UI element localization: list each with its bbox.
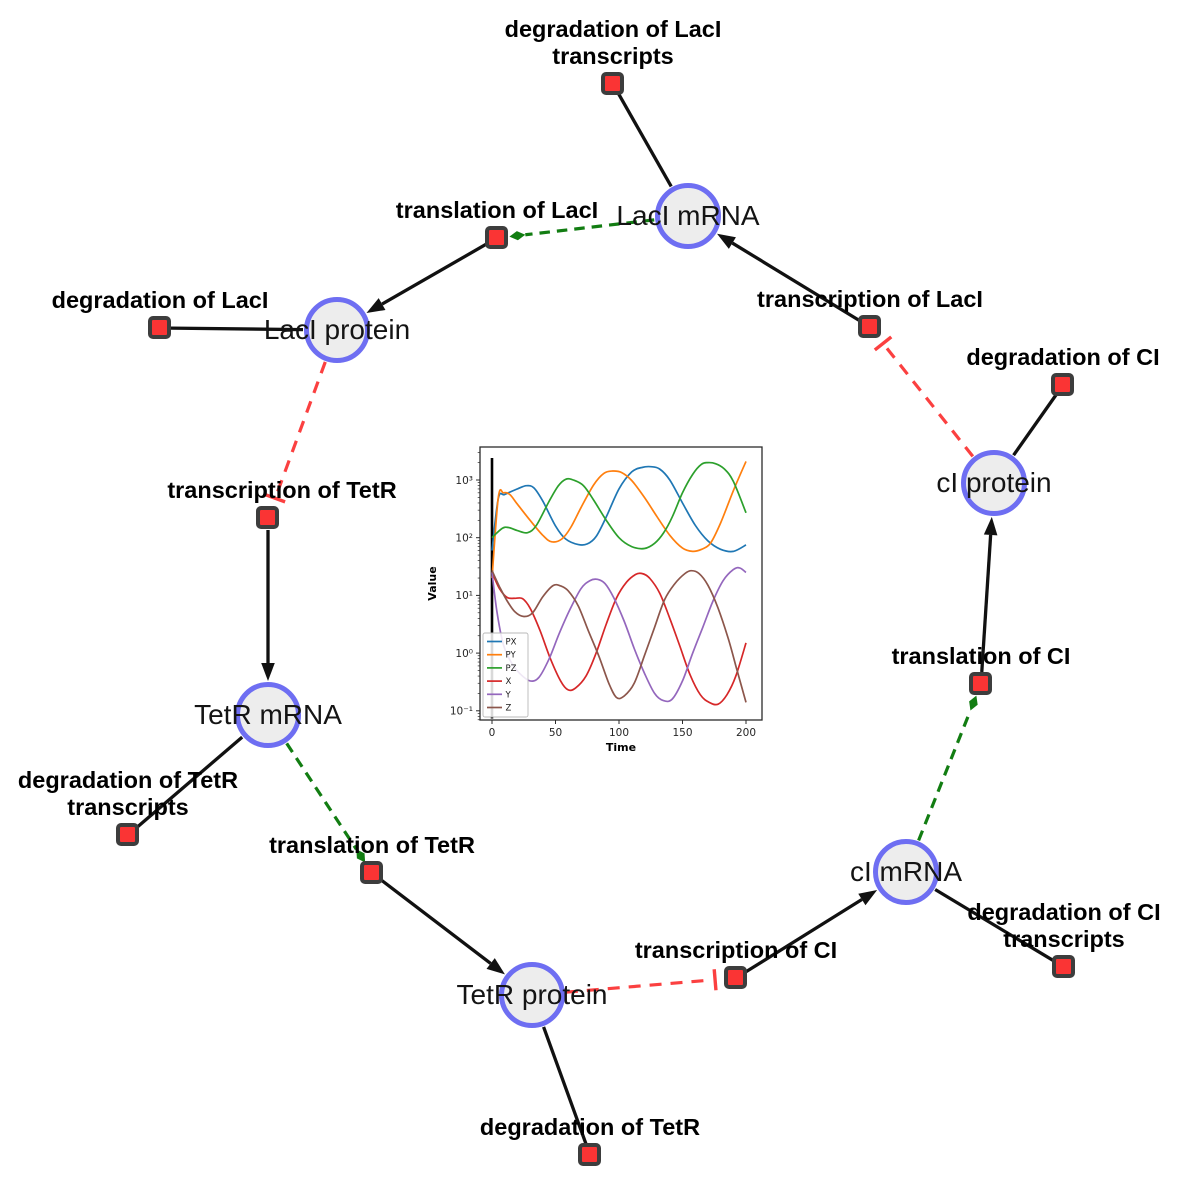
reaction-label-deg_ci_tx: degradation of CI transcripts: [967, 899, 1161, 952]
reaction-node-deg_laci[interactable]: [148, 316, 171, 339]
legend-label-PZ: PZ: [506, 664, 517, 674]
y-tick-label: 10²: [455, 533, 473, 545]
series-PZ: [491, 461, 747, 550]
edge-laci_mrna-deg_laci_tx: [616, 92, 673, 188]
edge-txn_laci-laci_mrna: [717, 233, 861, 323]
reaction-label-transl_ci: translation of CI: [891, 643, 1071, 669]
x-axis-label: Time: [606, 741, 636, 754]
x-tick-label: 200: [736, 727, 756, 739]
arrowhead-icon: [366, 298, 386, 314]
timecourse-inset: 10⁻¹ 10⁰ 10¹ 10² 10³ 0 50 100 150 200 Time Value PX P…: [426, 437, 776, 759]
edge-tetr_mrna-transl_tetr: [285, 742, 366, 863]
edge-transl_ci-ci_protein: [980, 516, 998, 673]
edge-tetr_mrna-deg_tetr_tx: [135, 735, 244, 830]
reaction-label-txn_tetr: transcription of TetR: [167, 477, 397, 503]
modifier-arrowhead-icon: [356, 849, 366, 863]
reaction-label-txn_ci: transcription of CI: [634, 937, 838, 963]
legend-label-Z: Z: [506, 704, 512, 714]
series-X: [491, 572, 747, 706]
arrowhead-icon: [261, 663, 275, 681]
modifier-arrowhead-icon: [509, 231, 526, 241]
species-node-tetr_protein[interactable]: [499, 962, 565, 1028]
species-node-ci_protein[interactable]: [961, 450, 1027, 516]
x-tick-label: 100: [609, 727, 629, 739]
reaction-label-transl_tetr: translation of TetR: [269, 832, 475, 858]
legend-label-Y: Y: [505, 690, 512, 700]
reaction-label-transl_laci: translation of LacI: [395, 197, 599, 223]
y-tick-label: 10³: [455, 475, 473, 487]
modifier-arrowhead-icon: [969, 695, 978, 711]
species-label-tetr_protein: TetR protein: [456, 979, 608, 1010]
arrowhead-icon: [983, 516, 998, 536]
x-tick-label: 0: [489, 727, 496, 739]
series-Y: [491, 566, 747, 703]
reaction-node-deg_ci[interactable]: [1051, 373, 1074, 396]
reaction-node-txn_laci[interactable]: [858, 315, 881, 338]
reaction-label-txn_laci: transcription of LacI: [757, 286, 983, 312]
edge-ci_mrna-deg_ci_tx: [934, 888, 1056, 963]
edge-ci_protein-deg_ci: [1012, 393, 1059, 457]
reaction-node-deg_laci_tx[interactable]: [601, 72, 624, 95]
arrowhead-icon: [717, 233, 736, 249]
edge-transl_laci-laci_protein: [366, 242, 488, 314]
series-PX: [491, 465, 747, 553]
reaction-node-txn_tetr[interactable]: [256, 506, 279, 529]
y-tick-label: 10⁻¹: [450, 706, 473, 718]
reaction-node-transl_laci[interactable]: [485, 226, 508, 249]
edge-txn_ci-ci_mrna: [745, 889, 878, 974]
series-PY: [491, 461, 747, 579]
series-Z: [491, 569, 747, 703]
y-axis-label: Value: [426, 566, 439, 600]
inhibition-bar-icon: [873, 335, 893, 352]
timecourse-chart: 10⁻¹ 10⁰ 10¹ 10² 10³ 0 50 100 150 200 Time Value PX P…: [426, 446, 763, 754]
edge-transl_tetr-tetr_protein: [380, 878, 505, 975]
legend-label-X: X: [506, 677, 512, 687]
species-node-laci_protein[interactable]: [304, 297, 370, 363]
reaction-label-deg_tetr: degradation of TetR: [479, 1114, 701, 1140]
reaction-node-transl_ci[interactable]: [969, 672, 992, 695]
species-label-laci_mrna: LacI mRNA: [616, 200, 760, 231]
species-label-laci_protein: LacI protein: [263, 314, 411, 345]
x-tick-label: 50: [549, 727, 562, 739]
reaction-label-deg_laci_tx: degradation of LacI transcripts: [504, 16, 722, 69]
inhibition-bar-icon: [264, 493, 286, 504]
reaction-node-deg_tetr_tx[interactable]: [116, 823, 139, 846]
edge-laci_protein-deg_laci: [170, 326, 304, 332]
reaction-label-deg_tetr_tx: degradation of TetR transcripts: [17, 767, 239, 820]
legend-label-PY: PY: [506, 651, 517, 661]
edge-ci_mrna-transl_ci: [917, 695, 978, 842]
species-label-ci_mrna: cI mRNA: [850, 856, 962, 887]
species-label-ci_protein: cI protein: [936, 467, 1052, 498]
edge-laci_mrna-transl_laci: [509, 218, 655, 241]
reaction-label-deg_laci: degradation of LacI: [51, 287, 269, 313]
edge-tetr_protein-deg_tetr: [542, 1026, 588, 1146]
edge-ci_protein-txn_laci: [873, 335, 975, 458]
edge-tetr_protein-txn_ci: [565, 969, 718, 994]
species-label-tetr_mrna: TetR mRNA: [194, 699, 342, 730]
species-node-tetr_mrna[interactable]: [235, 682, 301, 748]
reaction-node-deg_tetr[interactable]: [578, 1143, 601, 1166]
reaction-label-deg_ci: degradation of CI: [966, 344, 1160, 370]
species-node-ci_mrna[interactable]: [873, 839, 939, 905]
y-tick-label: 10⁰: [455, 648, 473, 660]
edge-txn_tetr-tetr_mrna: [261, 530, 275, 681]
chart-frame: [479, 446, 763, 721]
arrowhead-icon: [858, 889, 878, 906]
inhibition-bar-icon: [712, 969, 718, 991]
reaction-node-transl_tetr[interactable]: [360, 861, 383, 884]
edge-laci_protein-txn_tetr: [264, 361, 327, 504]
species-node-laci_mrna[interactable]: [655, 183, 721, 249]
arrowhead-icon: [486, 958, 505, 975]
legend-label-PX: PX: [506, 638, 517, 648]
x-tick-label: 150: [672, 727, 692, 739]
reaction-node-deg_ci_tx[interactable]: [1052, 955, 1075, 978]
reaction-node-txn_ci[interactable]: [724, 966, 747, 989]
y-tick-label: 10¹: [455, 590, 473, 602]
